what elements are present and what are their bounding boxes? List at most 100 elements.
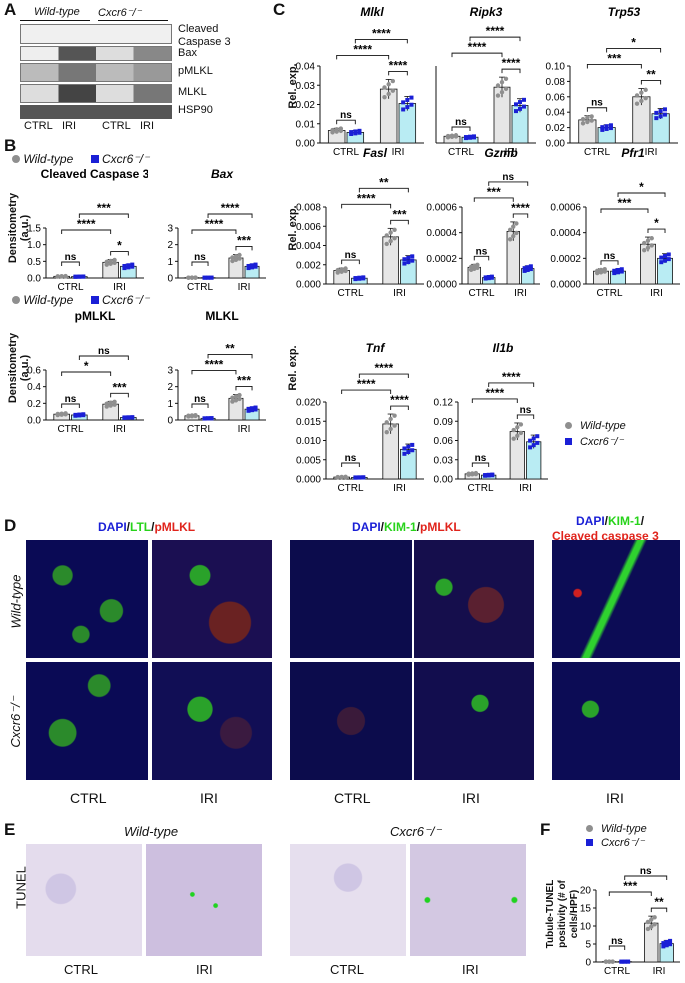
y-tick-label: 2 xyxy=(167,382,173,393)
y-tick-label: 0.00 xyxy=(546,139,566,150)
chart-fasl: Fasl 0.000 0.002 0.004 0.006 0.008 CTRL IRI ns **… xyxy=(290,145,428,300)
significance-label: * xyxy=(84,359,89,373)
data-point-wt xyxy=(639,90,644,95)
data-point-cx xyxy=(202,416,207,421)
y-tick-label: 0.002 xyxy=(296,260,321,271)
x-tick-label: IRI xyxy=(393,483,406,494)
data-point-wt xyxy=(649,243,654,248)
data-point-cx xyxy=(658,114,663,119)
data-point-wt xyxy=(233,398,239,403)
data-point-cx xyxy=(483,473,488,478)
chart-svg-ripk3: Ripk3 CTRL IRI ns **** **** **** xyxy=(435,5,536,158)
data-point-cx xyxy=(250,263,255,268)
micrograph-wt-kim-iri xyxy=(414,540,534,658)
significance-bracket xyxy=(336,119,356,125)
y-tick-label: 0.09 xyxy=(434,417,454,428)
chart-ripk3: Ripk3 CTRL IRI ns **** **** **** xyxy=(428,4,540,159)
data-point-cx xyxy=(535,440,540,445)
data-point-cx xyxy=(130,262,135,267)
data-point-wt xyxy=(514,221,519,226)
blot-condition-1: CTRL xyxy=(24,120,53,132)
data-point-wt xyxy=(230,399,235,404)
data-point-wt xyxy=(112,399,117,404)
data-point-cx xyxy=(661,944,666,949)
data-point-cx xyxy=(361,475,366,480)
significance-label: **** xyxy=(353,42,372,56)
data-point-wt xyxy=(108,400,113,405)
data-point-cx xyxy=(406,444,411,449)
blot-band-label-caspase3: Cleaved Caspase 3 xyxy=(178,23,231,48)
x-tick-label: IRI xyxy=(505,147,518,158)
data-point-cx xyxy=(126,415,131,420)
blot-condition-2: IRI xyxy=(62,120,77,132)
y-tick-label: 0 xyxy=(167,274,173,285)
data-point-wt xyxy=(473,470,479,476)
x-tick-label: CTRL xyxy=(584,147,611,158)
e-col-label-1: CTRL xyxy=(64,962,98,977)
e-group-label-wt: Wild-type xyxy=(124,824,179,839)
data-point-cx xyxy=(357,128,362,133)
data-point-wt xyxy=(585,119,590,125)
blot-strip-hsp90 xyxy=(20,105,172,119)
data-point-cx xyxy=(349,130,354,135)
data-point-cx xyxy=(81,274,86,279)
chart-title: Fasl xyxy=(363,146,388,160)
data-point-cx xyxy=(626,959,631,964)
data-point-cx xyxy=(535,434,540,439)
data-point-cx xyxy=(666,252,671,257)
data-point-cx xyxy=(664,939,669,944)
data-point-cx xyxy=(668,938,673,943)
d-col-label-4: IRI xyxy=(462,790,480,806)
data-point-wt xyxy=(388,426,393,432)
data-point-cx xyxy=(206,275,211,280)
data-point-cx xyxy=(353,129,358,134)
data-point-wt xyxy=(386,91,391,97)
significance-label: **** xyxy=(486,24,505,38)
significance-label: ns xyxy=(476,246,488,257)
y-tick-label: 1.5 xyxy=(27,224,41,235)
y-tick-label: 0.6 xyxy=(27,366,41,377)
legend-b-top: Wild-type Cxcr6⁻/⁻ xyxy=(12,152,149,166)
significance-label: ns xyxy=(194,394,206,405)
data-point-cx xyxy=(664,943,669,948)
e-col-label-2: IRI xyxy=(196,962,213,977)
y-tick-label: 20 xyxy=(580,886,592,897)
data-point-wt xyxy=(384,233,389,238)
data-point-cx xyxy=(522,97,526,102)
data-point-cx xyxy=(405,105,410,110)
panel-label-f: F xyxy=(540,820,551,839)
e-col-label-3: CTRL xyxy=(330,962,364,977)
data-point-cx xyxy=(525,267,530,272)
significance-bracket xyxy=(191,229,237,234)
data-point-cx xyxy=(622,959,627,964)
y-tick-label: 0.0002 xyxy=(426,254,457,265)
data-point-wt xyxy=(104,401,109,406)
data-point-wt xyxy=(63,411,68,416)
data-point-wt xyxy=(237,252,242,258)
blot-band-label-pmlkl: pMLKL xyxy=(178,65,213,77)
significance-label: *** xyxy=(617,196,631,210)
data-point-cx xyxy=(662,107,667,112)
significance-bracket xyxy=(78,213,129,218)
significance-bracket xyxy=(586,64,642,69)
significance-bracket xyxy=(207,353,253,359)
significance-label: ns xyxy=(345,250,357,261)
data-point-wt xyxy=(230,395,235,400)
data-point-wt xyxy=(392,227,397,232)
data-point-cx xyxy=(464,135,468,140)
data-point-wt xyxy=(495,93,501,98)
data-point-cx xyxy=(402,257,407,262)
data-point-cx xyxy=(604,124,609,129)
data-point-cx xyxy=(410,442,415,447)
data-point-cx xyxy=(402,446,407,451)
data-point-cx xyxy=(410,258,415,263)
data-point-cx xyxy=(654,110,659,115)
data-point-cx xyxy=(353,276,358,281)
blot-strip-pmlkl xyxy=(20,63,172,82)
micrograph-wt-ltl-iri xyxy=(152,540,272,658)
data-point-cx xyxy=(81,412,86,417)
data-point-cx xyxy=(126,263,131,268)
legend-c: Wild-type Cxcr6⁻/⁻ xyxy=(565,418,626,450)
